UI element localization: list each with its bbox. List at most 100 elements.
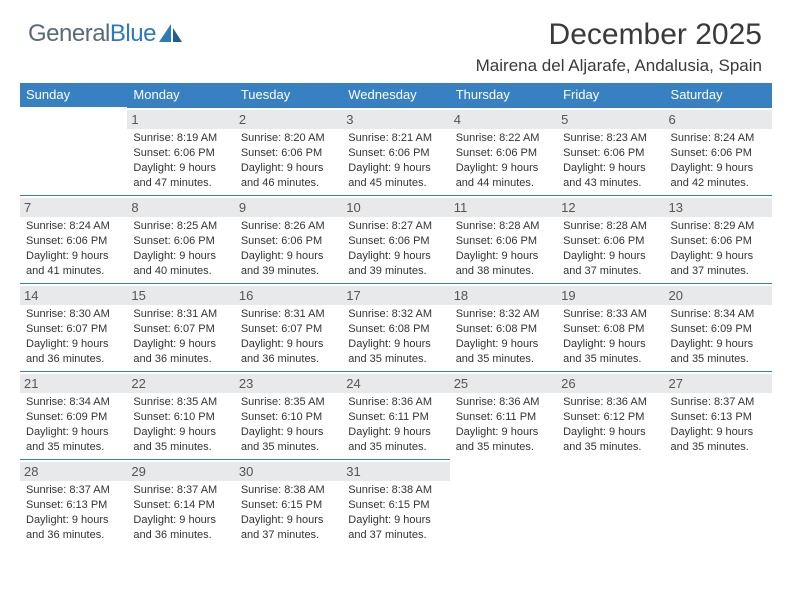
weekday-header: Friday bbox=[557, 83, 664, 107]
weekday-header: Sunday bbox=[20, 83, 127, 107]
day-number: 4 bbox=[450, 110, 557, 129]
day-info: Sunrise: 8:25 AMSunset: 6:06 PMDaylight:… bbox=[133, 219, 228, 278]
calendar-cell: 9 Sunrise: 8:26 AMSunset: 6:06 PMDaylight… bbox=[235, 195, 342, 283]
weekday-header-row: Sunday Monday Tuesday Wednesday Thursday… bbox=[20, 83, 772, 107]
calendar-cell bbox=[557, 459, 664, 547]
day-number: 6 bbox=[665, 110, 772, 129]
day-info: Sunrise: 8:21 AMSunset: 6:06 PMDaylight:… bbox=[348, 131, 443, 190]
day-info: Sunrise: 8:36 AMSunset: 6:11 PMDaylight:… bbox=[456, 395, 551, 454]
day-info: Sunrise: 8:36 AMSunset: 6:11 PMDaylight:… bbox=[348, 395, 443, 454]
calendar-cell: 17Sunrise: 8:32 AMSunset: 6:08 PMDayligh… bbox=[342, 283, 449, 371]
calendar-cell: 31Sunrise: 8:38 AMSunset: 6:15 PMDayligh… bbox=[342, 459, 449, 547]
day-number: 26 bbox=[557, 374, 664, 393]
calendar-cell: 22 Sunrise: 8:35 AMSunset: 6:10 PMDayligh… bbox=[127, 371, 234, 459]
calendar-cell: 8 Sunrise: 8:25 AMSunset: 6:06 PMDaylight… bbox=[127, 195, 234, 283]
calendar-cell: 6Sunrise: 8:24 AMSunset: 6:06 PMDaylight… bbox=[665, 107, 772, 195]
day-number: 5 bbox=[557, 110, 664, 129]
calendar-cell bbox=[450, 459, 557, 547]
day-info: Sunrise: 8:37 AMSunset: 6:14 PMDaylight:… bbox=[133, 483, 228, 542]
day-info: Sunrise: 8:36 AMSunset: 6:12 PMDaylight:… bbox=[563, 395, 658, 454]
calendar-week-row: 21 Sunrise: 8:34 AMSunset: 6:09 PMDayligh… bbox=[20, 371, 772, 459]
day-number: 21 bbox=[20, 374, 127, 393]
day-info: Sunrise: 8:27 AMSunset: 6:06 PMDaylight:… bbox=[348, 219, 443, 278]
logo-text-1: General bbox=[28, 20, 110, 48]
calendar-cell: 7 Sunrise: 8:24 AMSunset: 6:06 PMDaylight… bbox=[20, 195, 127, 283]
day-info: Sunrise: 8:22 AMSunset: 6:06 PMDaylight:… bbox=[456, 131, 551, 190]
day-number: 15 bbox=[127, 286, 234, 305]
calendar-cell: 5Sunrise: 8:23 AMSunset: 6:06 PMDaylight… bbox=[557, 107, 664, 195]
day-info: Sunrise: 8:37 AMSunset: 6:13 PMDaylight:… bbox=[671, 395, 766, 454]
calendar-cell: 20 Sunrise: 8:34 AMSunset: 6:09 PMDayligh… bbox=[665, 283, 772, 371]
day-number: 16 bbox=[235, 286, 342, 305]
day-info: Sunrise: 8:34 AMSunset: 6:09 PMDaylight:… bbox=[26, 395, 121, 454]
day-number: 9 bbox=[235, 198, 342, 217]
day-info: Sunrise: 8:35 AMSunset: 6:10 PMDaylight:… bbox=[241, 395, 336, 454]
calendar-cell: 21 Sunrise: 8:34 AMSunset: 6:09 PMDayligh… bbox=[20, 371, 127, 459]
calendar-cell: 29 Sunrise: 8:37 AMSunset: 6:14 PMDayligh… bbox=[127, 459, 234, 547]
calendar-cell: 19 Sunrise: 8:33 AMSunset: 6:08 PMDayligh… bbox=[557, 283, 664, 371]
day-info: Sunrise: 8:30 AMSunset: 6:07 PMDaylight:… bbox=[26, 307, 121, 366]
day-info: Sunrise: 8:31 AMSunset: 6:07 PMDaylight:… bbox=[241, 307, 336, 366]
day-number: 12 bbox=[557, 198, 664, 217]
day-info: Sunrise: 8:37 AMSunset: 6:13 PMDaylight:… bbox=[26, 483, 121, 542]
calendar-cell: 24 Sunrise: 8:36 AMSunset: 6:11 PMDayligh… bbox=[342, 371, 449, 459]
weekday-header: Monday bbox=[127, 83, 234, 107]
day-info: Sunrise: 8:33 AMSunset: 6:08 PMDaylight:… bbox=[563, 307, 658, 366]
day-info: Sunrise: 8:35 AMSunset: 6:10 PMDaylight:… bbox=[133, 395, 228, 454]
day-number: 24 bbox=[342, 374, 449, 393]
calendar-cell bbox=[665, 459, 772, 547]
calendar-cell: 12Sunrise: 8:28 AMSunset: 6:06 PMDayligh… bbox=[557, 195, 664, 283]
day-number: 17 bbox=[342, 286, 449, 305]
logo-text-2: Blue bbox=[110, 20, 156, 48]
day-number: 22 bbox=[127, 374, 234, 393]
calendar-cell: 4 Sunrise: 8:22 AMSunset: 6:06 PMDaylight… bbox=[450, 107, 557, 195]
day-info: Sunrise: 8:24 AMSunset: 6:06 PMDaylight:… bbox=[26, 219, 121, 278]
calendar-cell: 16 Sunrise: 8:31 AMSunset: 6:07 PMDayligh… bbox=[235, 283, 342, 371]
day-info: Sunrise: 8:38 AMSunset: 6:15 PMDaylight:… bbox=[241, 483, 336, 542]
day-number: 11 bbox=[450, 198, 557, 217]
calendar-cell: 11Sunrise: 8:28 AMSunset: 6:06 PMDayligh… bbox=[450, 195, 557, 283]
calendar-week-row: 7 Sunrise: 8:24 AMSunset: 6:06 PMDaylight… bbox=[20, 195, 772, 283]
weekday-header: Thursday bbox=[450, 83, 557, 107]
day-info: Sunrise: 8:26 AMSunset: 6:06 PMDaylight:… bbox=[241, 219, 336, 278]
day-info: Sunrise: 8:34 AMSunset: 6:09 PMDaylight:… bbox=[671, 307, 766, 366]
calendar-cell: 28 Sunrise: 8:37 AMSunset: 6:13 PMDayligh… bbox=[20, 459, 127, 547]
location-label: Mairena del Aljarafe, Andalusia, Spain bbox=[476, 56, 762, 76]
day-number: 7 bbox=[20, 198, 127, 217]
day-number: 25 bbox=[450, 374, 557, 393]
day-number: 19 bbox=[557, 286, 664, 305]
page-title: December 2025 bbox=[549, 18, 762, 52]
weekday-header: Saturday bbox=[665, 83, 772, 107]
calendar-cell: 30 Sunrise: 8:38 AMSunset: 6:15 PMDayligh… bbox=[235, 459, 342, 547]
day-number: 8 bbox=[127, 198, 234, 217]
day-number: 14 bbox=[20, 286, 127, 305]
day-info: Sunrise: 8:32 AMSunset: 6:08 PMDaylight:… bbox=[456, 307, 551, 366]
logo: GeneralBlue bbox=[28, 20, 184, 48]
calendar-cell: 3 Sunrise: 8:21 AMSunset: 6:06 PMDaylight… bbox=[342, 107, 449, 195]
calendar-cell: 27Sunrise: 8:37 AMSunset: 6:13 PMDayligh… bbox=[665, 371, 772, 459]
day-number: 1 bbox=[127, 110, 234, 129]
calendar-cell: 25 Sunrise: 8:36 AMSunset: 6:11 PMDayligh… bbox=[450, 371, 557, 459]
calendar-cell bbox=[20, 107, 127, 195]
weekday-header: Tuesday bbox=[235, 83, 342, 107]
calendar-week-row: 14 Sunrise: 8:30 AMSunset: 6:07 PMDayligh… bbox=[20, 283, 772, 371]
logo-sail-icon bbox=[158, 23, 184, 43]
day-number: 3 bbox=[342, 110, 449, 129]
calendar-cell: 13 Sunrise: 8:29 AMSunset: 6:06 PMDayligh… bbox=[665, 195, 772, 283]
day-number: 29 bbox=[127, 462, 234, 481]
day-number: 2 bbox=[235, 110, 342, 129]
day-number: 20 bbox=[665, 286, 772, 305]
day-info: Sunrise: 8:20 AMSunset: 6:06 PMDaylight:… bbox=[241, 131, 336, 190]
calendar-week-row: 28 Sunrise: 8:37 AMSunset: 6:13 PMDayligh… bbox=[20, 459, 772, 547]
calendar-cell: 26 Sunrise: 8:36 AMSunset: 6:12 PMDayligh… bbox=[557, 371, 664, 459]
weekday-header: Wednesday bbox=[342, 83, 449, 107]
day-number: 10 bbox=[342, 198, 449, 217]
calendar-cell: 2 Sunrise: 8:20 AMSunset: 6:06 PMDaylight… bbox=[235, 107, 342, 195]
day-number: 30 bbox=[235, 462, 342, 481]
day-info: Sunrise: 8:31 AMSunset: 6:07 PMDaylight:… bbox=[133, 307, 228, 366]
day-number: 23 bbox=[235, 374, 342, 393]
day-info: Sunrise: 8:38 AMSunset: 6:15 PMDaylight:… bbox=[348, 483, 443, 542]
day-number: 13 bbox=[665, 198, 772, 217]
day-info: Sunrise: 8:29 AMSunset: 6:06 PMDaylight:… bbox=[671, 219, 766, 278]
day-number: 28 bbox=[20, 462, 127, 481]
